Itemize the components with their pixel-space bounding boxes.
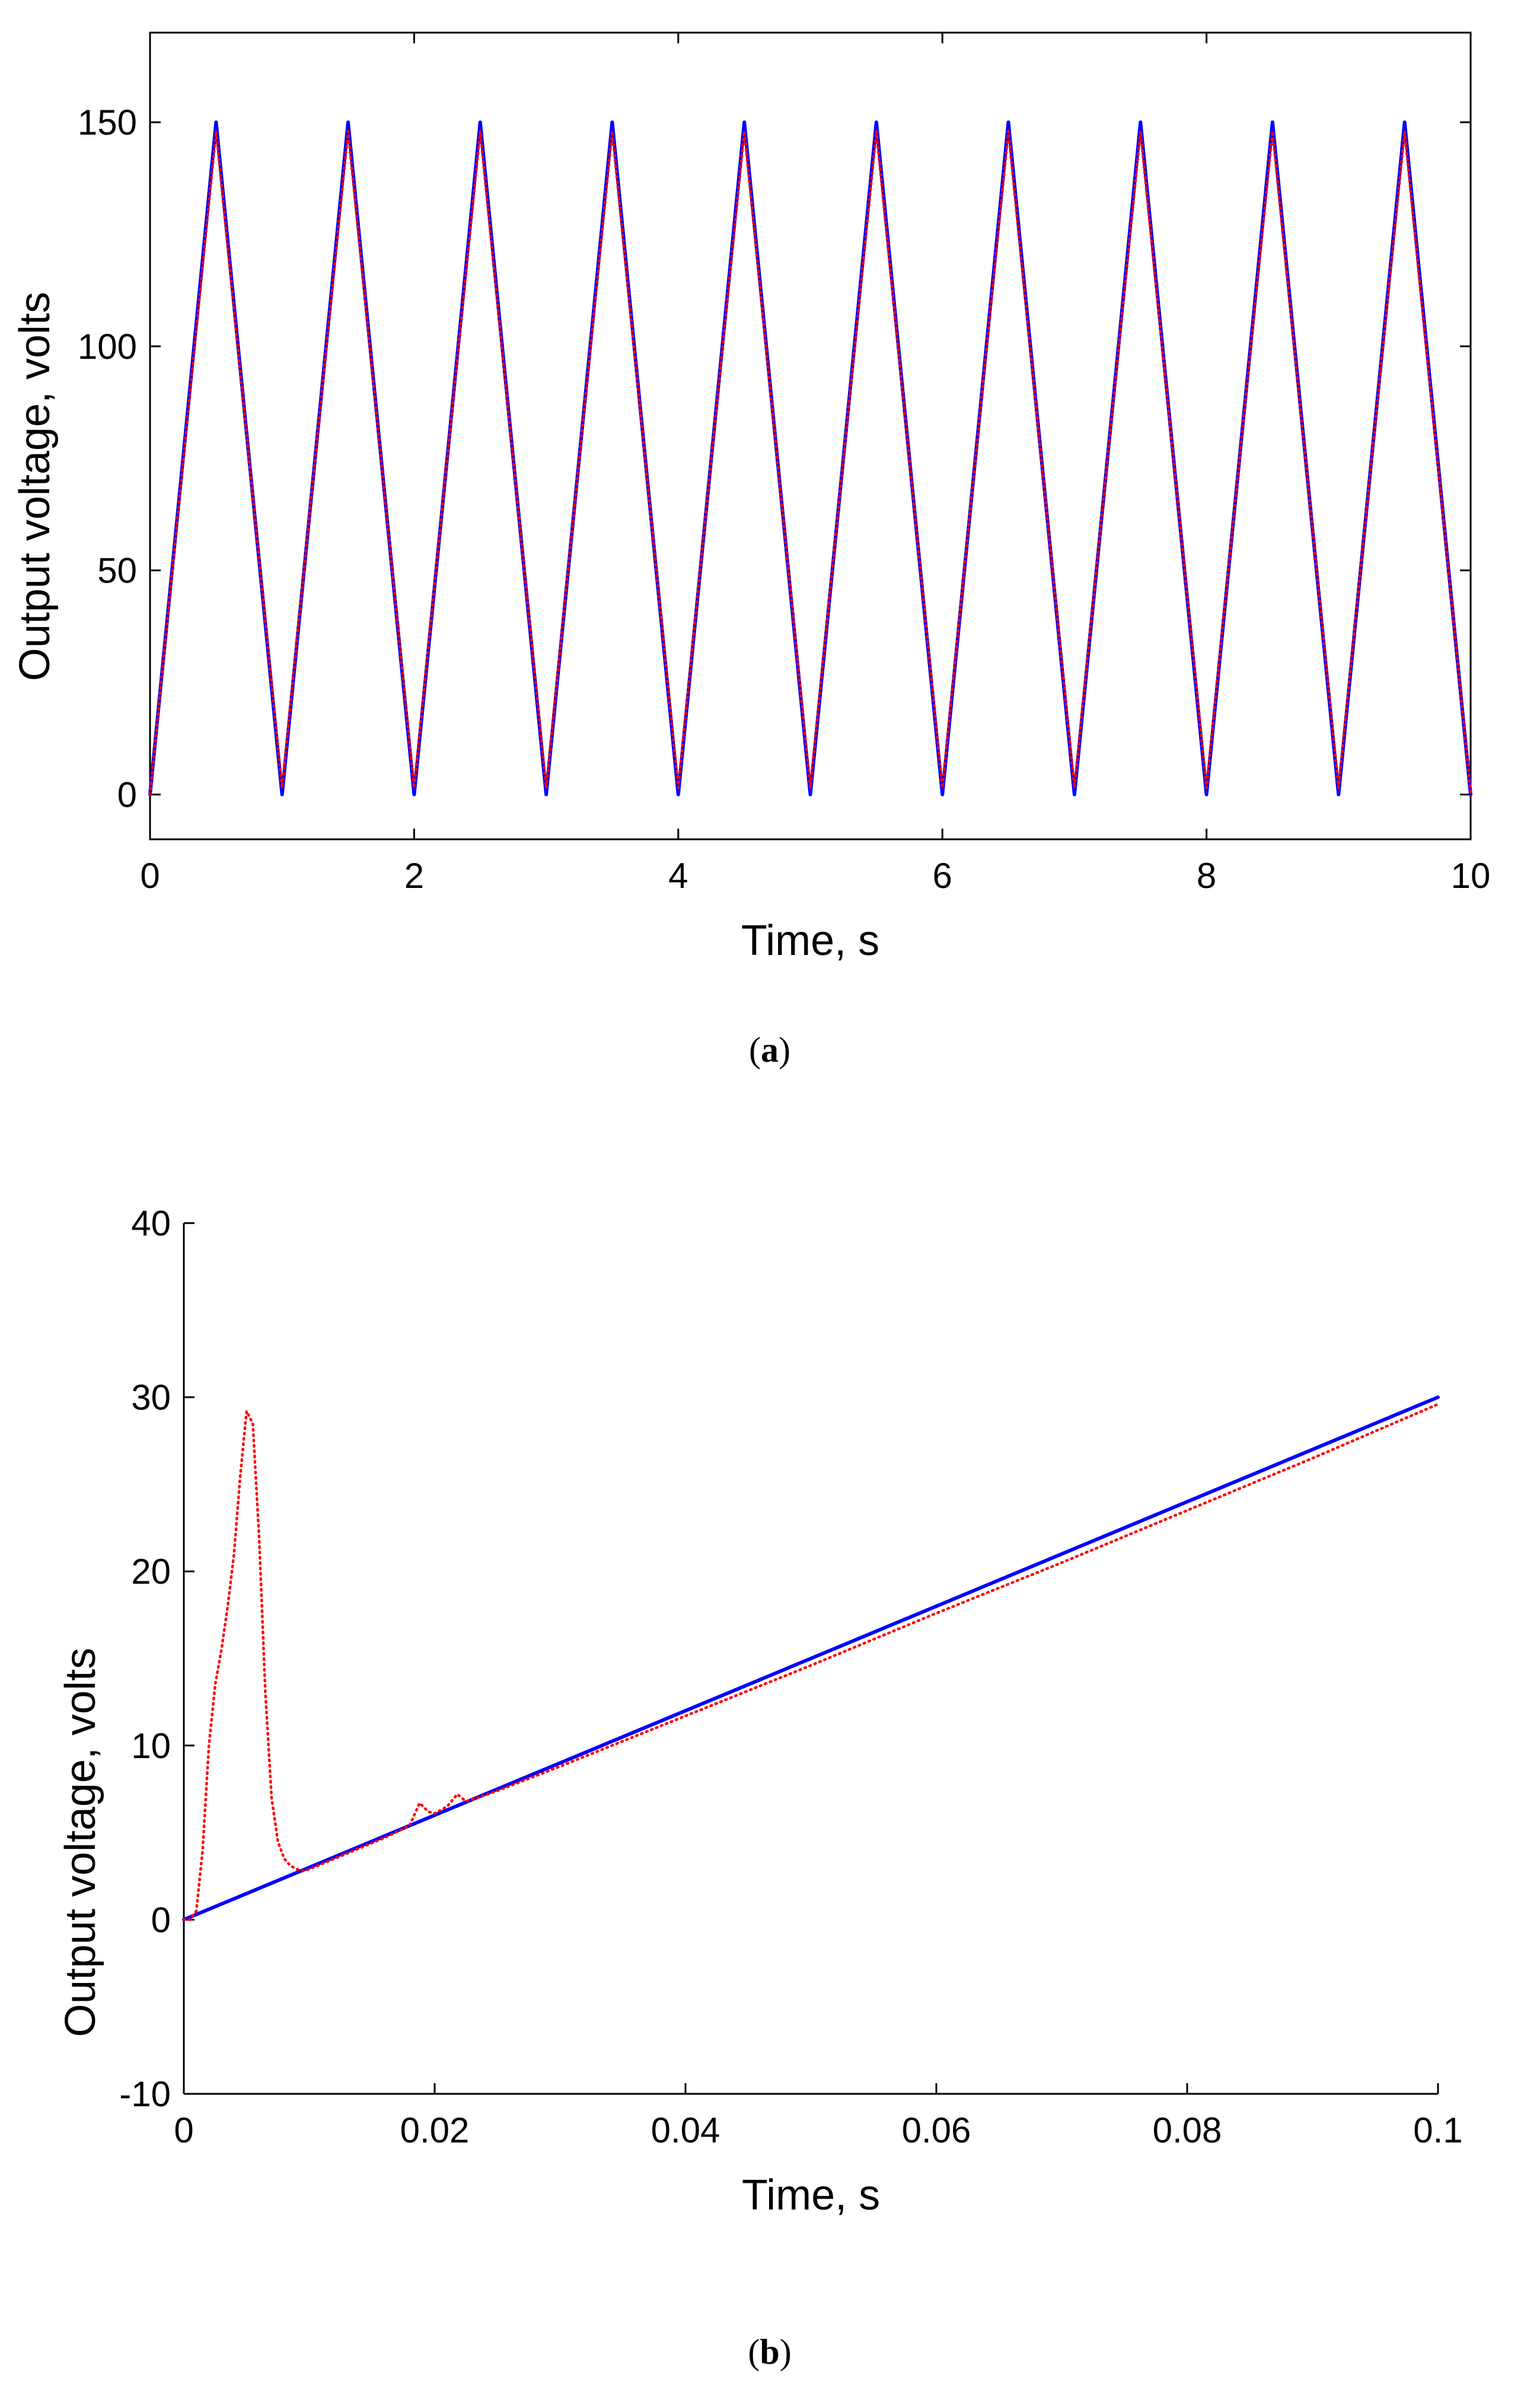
x-tick-label: 0.02 bbox=[400, 2110, 470, 2150]
y-axis-title-b: Output voltage, volts bbox=[57, 1648, 104, 2037]
x-tick-label: 0 bbox=[140, 856, 160, 896]
y-tick-label: 20 bbox=[131, 1552, 171, 1591]
y-tick-label: -10 bbox=[119, 2074, 171, 2114]
y-tick-label: 100 bbox=[78, 327, 137, 367]
y-tick-label: 0 bbox=[151, 1900, 171, 1940]
series-line-reference bbox=[182, 1395, 1440, 1922]
caption-letter-b: b bbox=[760, 2332, 779, 2371]
x-tick-label: 0.08 bbox=[1153, 2110, 1222, 2150]
y-ticks-b: -10 0 10 20 30 40 bbox=[119, 1204, 195, 2114]
x-tick-label: 8 bbox=[1197, 856, 1216, 896]
y-tick-label: 40 bbox=[131, 1204, 171, 1243]
y-tick-label: 10 bbox=[131, 1726, 171, 1766]
series-line-output bbox=[182, 1403, 1440, 1921]
chart-panel-a: 0 50 100 150 0 2 4 6 8 10 Time, s Output voltage… bbox=[11, 31, 1490, 1069]
x-ticks-b: 0 0.02 0.04 0.06 0.08 0.1 bbox=[174, 2083, 1463, 2150]
y-tick-label: 30 bbox=[131, 1378, 171, 1418]
y-tick-label: 150 bbox=[78, 103, 137, 142]
x-tick-label: 2 bbox=[404, 856, 424, 896]
plot-area-a bbox=[149, 31, 1472, 840]
caption-close-a: ) bbox=[779, 1030, 790, 1069]
series-line-reference bbox=[148, 120, 1472, 797]
series-line-output bbox=[148, 129, 1472, 796]
x-tick-label: 0 bbox=[174, 2110, 193, 2150]
panel-caption-b: (b) bbox=[748, 2332, 791, 2371]
y-tick-label: 50 bbox=[97, 551, 137, 591]
caption-close-b: ) bbox=[780, 2332, 792, 2371]
x-tick-label: 0.04 bbox=[651, 2110, 720, 2150]
y-axis-title-a: Output voltage, volts bbox=[11, 292, 59, 681]
x-tick-label: 0.1 bbox=[1413, 2110, 1462, 2150]
x-tick-label: 6 bbox=[933, 856, 952, 896]
series-group-a bbox=[148, 120, 1472, 797]
caption-open-b: ( bbox=[748, 2332, 760, 2371]
series-group-b bbox=[182, 1395, 1440, 1922]
caption-open-a: ( bbox=[749, 1030, 761, 1069]
caption-letter-a: a bbox=[761, 1030, 779, 1069]
x-tick-label: 0.06 bbox=[902, 2110, 971, 2150]
y-tick-label: 0 bbox=[117, 775, 137, 814]
x-tick-label: 10 bbox=[1451, 856, 1491, 896]
y-ticks-a: 0 50 100 150 bbox=[78, 103, 1471, 814]
x-axis-title-a: Time, s bbox=[741, 917, 879, 964]
panel-caption-a: (a) bbox=[749, 1030, 790, 1069]
x-tick-label: 4 bbox=[668, 856, 688, 896]
x-axis-title-b: Time, s bbox=[742, 2172, 880, 2219]
x-ticks-a: 0 2 4 6 8 10 bbox=[140, 33, 1490, 896]
